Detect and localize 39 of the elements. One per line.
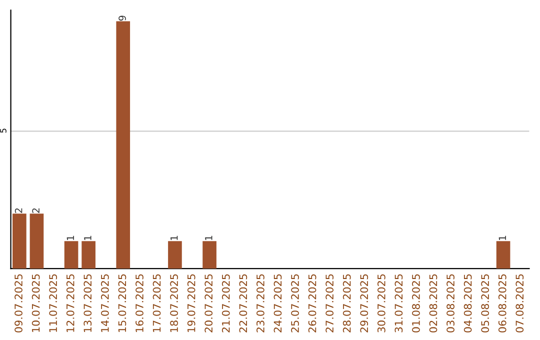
x-tick-label: 14.07.2025 bbox=[100, 274, 109, 332]
x-tick-label: 01.08.2025 bbox=[412, 274, 420, 332]
x-tick-label: 21.07.2025 bbox=[222, 274, 230, 332]
x-tick-label: 25.07.2025 bbox=[291, 274, 299, 332]
x-tick-label: 30.07.2025 bbox=[377, 274, 386, 332]
x-tick-label: 12.07.2025 bbox=[66, 274, 74, 332]
x-tick-label: 20.07.2025 bbox=[204, 274, 213, 332]
data-label: 2 bbox=[14, 208, 22, 213]
x-tick-label: 04.08.2025 bbox=[464, 274, 472, 332]
x-tick-label: 09.07.2025 bbox=[14, 274, 22, 332]
x-tick-label: 03.08.2025 bbox=[446, 274, 454, 332]
data-label: 1 bbox=[498, 236, 506, 240]
data-label: 1 bbox=[84, 236, 92, 240]
x-tick-label: 16.07.2025 bbox=[136, 274, 144, 332]
x-tick-label: 28.07.2025 bbox=[342, 274, 351, 332]
x-tick-label: 15.07.2025 bbox=[118, 274, 126, 332]
x-tick-label: 24.07.2025 bbox=[274, 274, 282, 332]
x-tick-label: 13.07.2025 bbox=[84, 274, 92, 332]
x-tick-label: 07.08.2025 bbox=[516, 274, 524, 332]
x-tick-label: 26.07.2025 bbox=[308, 274, 316, 332]
x-tick-label: 27.07.2025 bbox=[326, 274, 334, 332]
x-tick-label: 19.07.2025 bbox=[187, 274, 196, 332]
x-tick-label: 31.07.2025 bbox=[394, 274, 403, 332]
x-tick-label: 02.08.2025 bbox=[429, 274, 438, 332]
x-tick-label: 29.07.2025 bbox=[360, 274, 368, 332]
x-tick-label: 22.07.2025 bbox=[239, 274, 248, 332]
data-label: 9 bbox=[118, 16, 126, 21]
x-tick-label: 11.07.2025 bbox=[49, 274, 58, 332]
data-label: 1 bbox=[205, 236, 212, 240]
x-tick-label: 06.08.2025 bbox=[498, 274, 506, 332]
x-tick-label: 05.08.2025 bbox=[481, 274, 490, 332]
x-tick-label: 17.07.2025 bbox=[152, 274, 161, 332]
data-label: 1 bbox=[170, 236, 178, 240]
x-tick-label: 10.07.2025 bbox=[32, 274, 40, 332]
x-tick-label: 23.07.2025 bbox=[256, 274, 264, 332]
data-label: 1 bbox=[66, 236, 74, 240]
y-tick-label: 5 bbox=[0, 128, 6, 133]
x-tick-label: 18.07.2025 bbox=[170, 274, 178, 332]
data-label: 2 bbox=[32, 208, 40, 213]
